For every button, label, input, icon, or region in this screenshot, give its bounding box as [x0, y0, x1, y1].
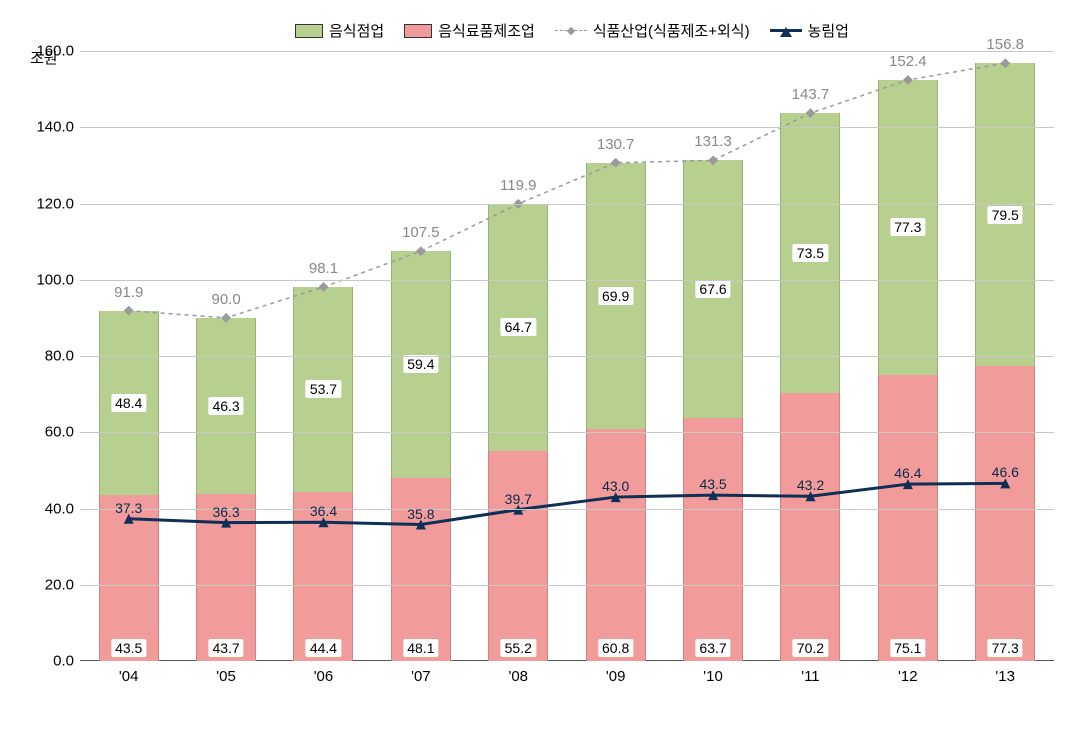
plot-area: 조원 48.443.591.9'0446.343.790.0'0553.744.…: [20, 51, 1064, 691]
bar-value-manufacturing: 75.1: [890, 639, 925, 657]
total-value-label: 98.1: [309, 260, 338, 277]
legend-item-agri: 농림업: [770, 20, 849, 41]
grid-line: [80, 51, 1054, 52]
agri-value-label: 35.8: [407, 505, 434, 521]
bar-segment-manufacturing: 60.8: [586, 429, 646, 661]
bar-value-manufacturing: 63.7: [695, 639, 730, 657]
bar-value-manufacturing: 43.7: [208, 639, 243, 657]
grid-line: [80, 127, 1054, 128]
y-tick-label: 20.0: [20, 576, 74, 593]
legend-swatch: [404, 24, 432, 38]
bar-segment-restaurant: 73.5: [780, 113, 840, 393]
grid-line: [80, 204, 1054, 205]
diamond-icon: [565, 25, 577, 37]
x-tick-label: '08: [508, 668, 528, 685]
bar-value-restaurant: 67.6: [695, 280, 730, 298]
agri-value-label: 43.0: [602, 478, 629, 494]
bar-value-restaurant: 48.4: [111, 394, 146, 412]
agri-value-label: 43.5: [699, 476, 726, 492]
total-value-label: 143.7: [792, 86, 830, 103]
bar-segment-manufacturing: 63.7: [683, 418, 743, 661]
grid-line: [80, 356, 1054, 357]
agri-value-label: 37.3: [115, 500, 142, 516]
total-value-label: 90.0: [211, 291, 240, 308]
bar-value-restaurant: 53.7: [306, 380, 341, 398]
agri-value-label: 46.4: [894, 465, 921, 481]
y-tick-label: 40.0: [20, 500, 74, 517]
agri-value-label: 36.3: [212, 503, 239, 519]
grid-line: [80, 280, 1054, 281]
x-tick-label: '04: [119, 668, 139, 685]
triangle-icon: [779, 26, 793, 38]
chart-container: 음식점업음식료품제조업식품산업(식품제조+외식)농림업 조원 48.443.59…: [20, 20, 1064, 725]
y-tick-label: 160.0: [20, 43, 74, 60]
legend-item-totals: 식품산업(식품제조+외식): [555, 20, 750, 41]
y-tick-label: 60.0: [20, 424, 74, 441]
bar-value-manufacturing: 48.1: [403, 639, 438, 657]
x-tick-label: '12: [898, 668, 918, 685]
x-tick-label: '13: [995, 668, 1015, 685]
x-tick-label: '11: [801, 668, 819, 685]
legend-label: 농림업: [808, 20, 849, 41]
total-value-label: 91.9: [114, 284, 143, 301]
y-tick-label: 100.0: [20, 271, 74, 288]
total-value-label: 107.5: [402, 224, 440, 241]
legend-line: [770, 29, 802, 32]
bar-segment-manufacturing: 75.1: [878, 375, 938, 661]
bar-value-manufacturing: 77.3: [988, 639, 1023, 657]
agri-value-label: 36.4: [310, 503, 337, 519]
bar-segment-manufacturing: 70.2: [780, 393, 840, 661]
grid-line: [80, 432, 1054, 433]
legend-line: [555, 30, 587, 32]
total-value-label: 130.7: [597, 136, 635, 153]
y-tick-label: 0.0: [20, 653, 74, 670]
bar-segment-restaurant: 59.4: [391, 251, 451, 477]
bar-value-restaurant: 77.3: [890, 218, 925, 236]
legend-label: 음식점업: [329, 20, 384, 41]
y-tick-label: 140.0: [20, 119, 74, 136]
bar-value-manufacturing: 60.8: [598, 639, 633, 657]
y-tick-label: 120.0: [20, 195, 74, 212]
bar-segment-manufacturing: 55.2: [488, 451, 548, 661]
bar-value-manufacturing: 70.2: [793, 639, 828, 657]
bar-value-restaurant: 79.5: [988, 206, 1023, 224]
legend: 음식점업 음식료품제조업 식품산업(식품제조+외식) 농림업: [20, 20, 1064, 41]
total-value-label: 131.3: [694, 133, 732, 150]
bar-segment-manufacturing: 77.3: [975, 366, 1035, 661]
bar-segment-restaurant: 53.7: [293, 287, 353, 492]
bar-segment-restaurant: 64.7: [488, 204, 548, 451]
bar-value-manufacturing: 44.4: [306, 639, 341, 657]
total-value-label: 152.4: [889, 53, 927, 70]
agri-value-label: 39.7: [505, 490, 532, 506]
legend-label: 음식료품제조업: [438, 20, 535, 41]
bar-segment-restaurant: 67.6: [683, 160, 743, 418]
bar-value-restaurant: 64.7: [501, 318, 536, 336]
x-tick-label: '07: [411, 668, 431, 685]
x-tick-label: '05: [216, 668, 236, 685]
bar-value-restaurant: 73.5: [793, 244, 828, 262]
legend-item-manufacturing: 음식료품제조업: [404, 20, 535, 41]
y-tick-label: 80.0: [20, 348, 74, 365]
bar-value-restaurant: 46.3: [208, 397, 243, 415]
x-tick-label: '09: [606, 668, 626, 685]
bar-segment-restaurant: 79.5: [975, 63, 1035, 366]
agri-value-label: 46.6: [992, 464, 1019, 480]
agri-value-label: 43.2: [797, 477, 824, 493]
x-tick-label: '06: [314, 668, 334, 685]
bar-segment-restaurant: 48.4: [99, 311, 159, 496]
bar-value-manufacturing: 55.2: [501, 639, 536, 657]
legend-label: 식품산업(식품제조+외식): [593, 20, 750, 41]
bar-segment-restaurant: 46.3: [196, 318, 256, 495]
bar-value-restaurant: 59.4: [403, 355, 438, 373]
bar-value-restaurant: 69.9: [598, 287, 633, 305]
bar-segment-manufacturing: 43.5: [99, 495, 159, 661]
total-value-label: 119.9: [500, 177, 536, 194]
x-tick-label: '10: [703, 668, 723, 685]
bar-segment-restaurant: 77.3: [878, 80, 938, 375]
legend-swatch: [295, 24, 323, 38]
bar-value-manufacturing: 43.5: [111, 639, 146, 657]
grid-line: [80, 585, 1054, 586]
legend-item-restaurant: 음식점업: [295, 20, 384, 41]
